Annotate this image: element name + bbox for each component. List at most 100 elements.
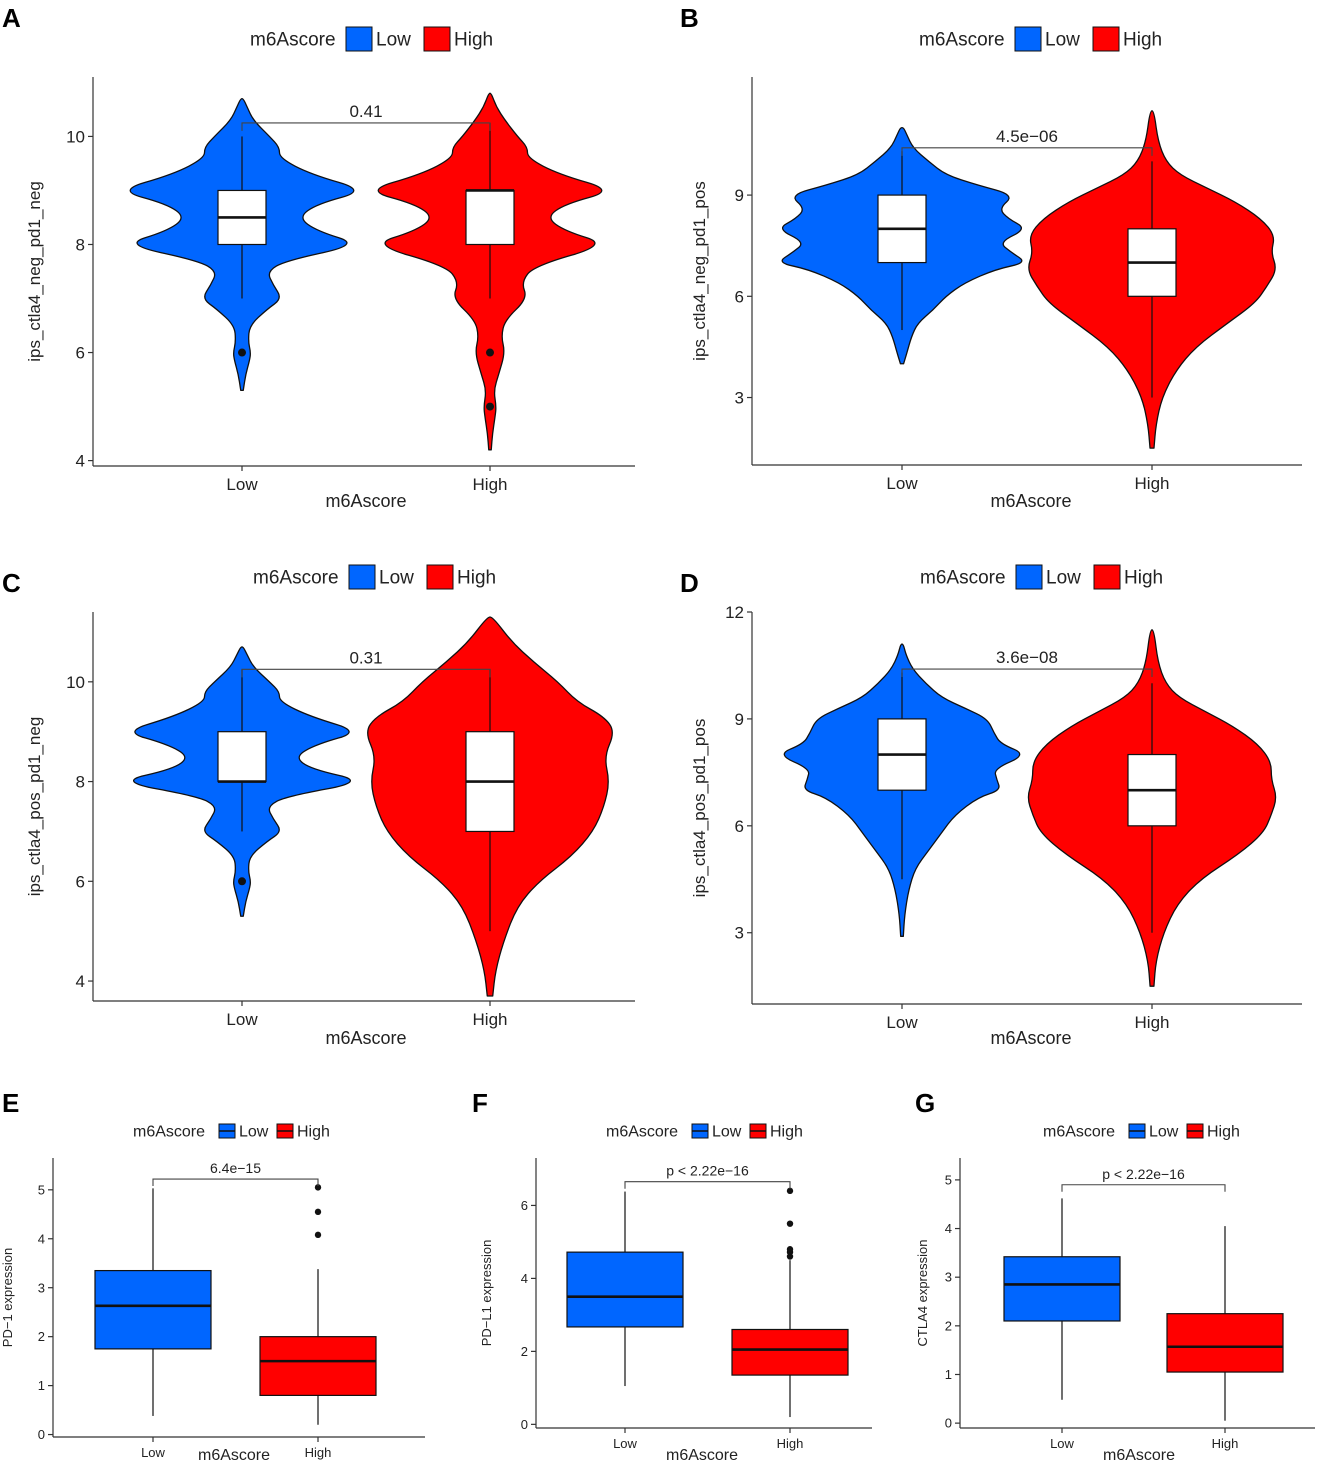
y-tick-label: 3 xyxy=(38,1280,45,1295)
series-low xyxy=(783,643,1021,937)
panel-label: A xyxy=(2,3,21,33)
x-tick-label-high: High xyxy=(777,1436,804,1451)
series-low xyxy=(129,97,355,392)
bracket-line xyxy=(624,1181,791,1189)
y-tick-label: 0 xyxy=(945,1416,952,1431)
y-tick-label: 8 xyxy=(76,235,85,254)
legend-swatch-low xyxy=(348,564,376,590)
outlier-point xyxy=(486,348,494,357)
legend-label-high: High xyxy=(457,568,496,589)
bracket-line xyxy=(1061,1184,1226,1192)
legend-title: m6Ascore xyxy=(1043,1124,1115,1141)
y-tick-label: 5 xyxy=(38,1182,45,1197)
x-tick-label-low: Low xyxy=(141,1445,165,1460)
panel-label: D xyxy=(680,568,699,598)
y-tick-label: 0 xyxy=(521,1417,528,1432)
legend-swatch-low xyxy=(1014,26,1042,52)
p-value-label: 6.4e−15 xyxy=(210,1160,261,1176)
significance-bracket: p < 2.22e−16 xyxy=(1061,1166,1226,1192)
legend: m6Ascore Low High xyxy=(919,26,1162,52)
p-value-label: p < 2.22e−16 xyxy=(666,1163,749,1179)
x-tick-label-high: High xyxy=(1135,1013,1170,1032)
legend-label-high: High xyxy=(1124,568,1163,589)
legend-title: m6Ascore xyxy=(920,568,1006,589)
outlier-point xyxy=(314,1208,322,1216)
legend: m6Ascore Low High xyxy=(250,26,493,52)
y-tick-label: 6 xyxy=(521,1198,528,1213)
legend-label-low: Low xyxy=(1045,30,1080,51)
legend-title: m6Ascore xyxy=(606,1124,678,1141)
y-tick-label: 0 xyxy=(38,1427,45,1442)
x-tick-label-low: Low xyxy=(226,1010,258,1029)
y-axis-title: ips_ctla4_pos_pd1_pos xyxy=(690,719,709,898)
x-tick-label-high: High xyxy=(1212,1436,1239,1451)
y-tick-label: 12 xyxy=(725,603,744,622)
significance-bracket: 0.31 xyxy=(241,648,491,678)
bracket-line xyxy=(901,668,1153,678)
series-low xyxy=(781,126,1023,365)
x-axis-title: m6Ascore xyxy=(990,491,1071,511)
series-low xyxy=(1003,1198,1121,1400)
x-axis-title: m6Ascore xyxy=(666,1447,738,1461)
series-high xyxy=(1027,629,1277,987)
legend: m6Ascore Low High xyxy=(253,564,496,590)
outlier-point xyxy=(786,1246,794,1253)
x-tick-label-low: Low xyxy=(886,474,918,493)
y-tick-label: 6 xyxy=(735,287,744,306)
y-tick-label: 10 xyxy=(66,673,85,692)
outlier-point xyxy=(486,402,494,411)
legend-title: m6Ascore xyxy=(253,568,339,589)
series-low xyxy=(94,1188,212,1416)
legend-label-high: High xyxy=(297,1124,330,1141)
legend-label-low: Low xyxy=(376,30,411,51)
y-tick-label: 3 xyxy=(735,924,744,943)
series-low xyxy=(133,646,351,917)
significance-bracket: p < 2.22e−16 xyxy=(624,1163,791,1189)
legend-label-low: Low xyxy=(1149,1124,1179,1141)
panel-label: G xyxy=(915,1088,935,1118)
y-tick-label: 4 xyxy=(76,972,85,991)
x-tick-label-low: Low xyxy=(886,1013,918,1032)
y-tick-label: 3 xyxy=(945,1270,952,1285)
bracket-line xyxy=(901,147,1153,156)
y-axis-title: PD−1 expression xyxy=(0,1248,15,1347)
bracket-line xyxy=(241,668,491,678)
outlier-point xyxy=(786,1253,794,1260)
series-high xyxy=(377,92,603,451)
y-tick-label: 2 xyxy=(945,1318,952,1333)
outlier-point xyxy=(786,1220,794,1227)
legend: m6Ascore Low High xyxy=(133,1123,330,1141)
panel-label: C xyxy=(2,568,21,598)
p-value-label: 4.5e−06 xyxy=(996,127,1058,146)
x-tick-label-high: High xyxy=(1135,474,1170,493)
y-tick-label: 6 xyxy=(76,872,85,891)
legend-label-high: High xyxy=(770,1124,803,1141)
box-low xyxy=(1003,1256,1121,1322)
legend-label-low: Low xyxy=(239,1124,269,1141)
legend-label-high: High xyxy=(1123,30,1162,51)
legend-label-high: High xyxy=(454,30,493,51)
legend-swatch-high xyxy=(423,26,451,52)
x-axis-title: m6Ascore xyxy=(1103,1447,1175,1461)
y-tick-label: 1 xyxy=(945,1367,952,1382)
significance-bracket: 4.5e−06 xyxy=(901,127,1153,156)
x-tick-label-high: High xyxy=(473,1010,508,1029)
outlier-point xyxy=(238,348,246,357)
series-low xyxy=(566,1191,684,1387)
legend: m6Ascore Low High xyxy=(606,1123,803,1141)
x-axis-title: m6Ascore xyxy=(325,1028,406,1048)
p-value-label: p < 2.22e−16 xyxy=(1102,1166,1185,1182)
x-tick-label-low: Low xyxy=(613,1436,637,1451)
significance-bracket: 3.6e−08 xyxy=(901,648,1153,678)
p-value-label: 0.41 xyxy=(349,102,382,121)
panel-label: F xyxy=(472,1088,488,1118)
x-tick-label-low: Low xyxy=(226,475,258,494)
x-axis-title: m6Ascore xyxy=(990,1028,1071,1048)
y-axis-title: ips_ctla4_neg_pd1_neg xyxy=(25,181,44,362)
y-tick-label: 9 xyxy=(735,710,744,729)
box-low xyxy=(94,1269,212,1350)
